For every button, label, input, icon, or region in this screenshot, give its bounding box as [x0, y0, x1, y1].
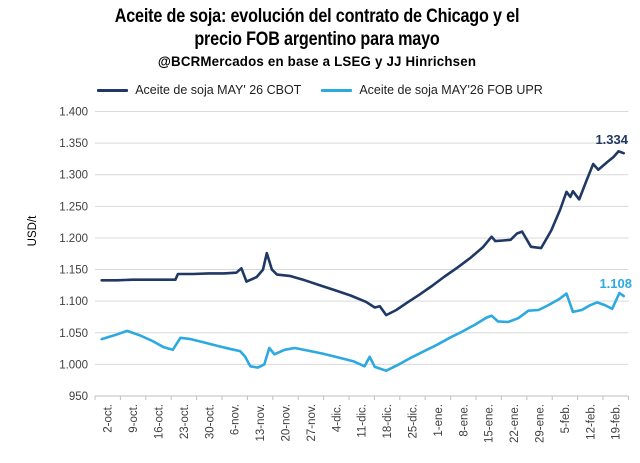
x-tick-label: 19-feb. — [611, 404, 623, 440]
x-tick-label: 20-nov. — [281, 404, 293, 442]
y-tick-label: 1.000 — [59, 359, 88, 371]
y-tick-label: 1.050 — [59, 328, 88, 340]
y-tick-label: 950 — [69, 391, 88, 403]
x-tick-label: 27-nov. — [306, 404, 318, 442]
legend-dash-cbot-icon — [97, 88, 129, 92]
x-tick-label: 15-ene. — [484, 404, 496, 443]
y-tick-label: 1.350 — [59, 138, 88, 150]
x-tick-label: 9-oct. — [128, 404, 140, 433]
x-tick-label: 4-dic. — [331, 404, 343, 432]
x-tick-label: 6-nov. — [230, 404, 242, 435]
x-tick-label: 13-nov. — [255, 404, 267, 442]
x-tick-label: 16-oct. — [154, 404, 166, 439]
x-tick-label: 5-feb. — [560, 404, 572, 433]
x-tick-label: 23-oct. — [179, 404, 191, 439]
y-tick-label: 1.150 — [59, 265, 88, 277]
x-tick-label: 2-oct. — [103, 404, 115, 433]
x-tick-label: 25-dic. — [408, 404, 420, 439]
x-tick-label: 29-ene. — [535, 404, 547, 443]
y-tick-label: 1.400 — [59, 107, 88, 119]
y-tick-label: 1.200 — [59, 233, 88, 245]
y-axis-labels: 950 1.000 1.050 1.100 1.150 1.200 1.250 1.300 1.… — [59, 107, 88, 403]
y-tick-label: 1.300 — [59, 170, 88, 182]
y-tick-label: 1.250 — [59, 201, 88, 213]
x-tick-label: 22-ene. — [509, 404, 521, 443]
legend-label-fob: Aceite de soja MAY'26 FOB UPR — [359, 83, 543, 97]
legend-item-fob: Aceite de soja MAY'26 FOB UPR — [321, 83, 543, 97]
legend: Aceite de soja MAY' 26 CBOT Aceite de so… — [0, 83, 640, 97]
chart-header: Aceite de soja: evolución del contrato d… — [0, 5, 634, 69]
chart-title-line-2: precio FOB argentino para mayo — [194, 29, 440, 50]
fob-end-label: 1.108 — [599, 276, 632, 291]
x-axis-ticks — [94, 396, 629, 400]
cbot-line — [100, 150, 626, 317]
x-tick-label: 11-dic. — [357, 404, 369, 438]
fob-line — [100, 291, 626, 373]
legend-item-cbot: Aceite de soja MAY' 26 CBOT — [97, 83, 301, 97]
cbot-end-label: 1.334 — [595, 132, 628, 147]
x-tick-label: 1-ene. — [433, 404, 445, 437]
x-tick-label: 30-oct. — [204, 404, 216, 439]
legend-label-cbot: Aceite de soja MAY' 26 CBOT — [135, 83, 302, 97]
chart-subtitle: @BCRMercados en base a LSEG y JJ Hinrich… — [157, 53, 477, 69]
x-axis-labels: 2-oct. 9-oct. 16-oct. 23-oct. 30-oct. 6-nov. 1… — [103, 404, 623, 443]
y-tick-label: 1.100 — [59, 296, 88, 308]
x-tick-label: 18-dic. — [382, 404, 394, 439]
legend-dash-fob-icon — [321, 88, 353, 92]
x-tick-label: 12-feb. — [585, 404, 597, 440]
gridlines — [95, 111, 629, 397]
x-tick-label: 8-ene. — [458, 404, 470, 437]
chart-title-line-1: Aceite de soja: evolución del contrato d… — [114, 6, 520, 27]
